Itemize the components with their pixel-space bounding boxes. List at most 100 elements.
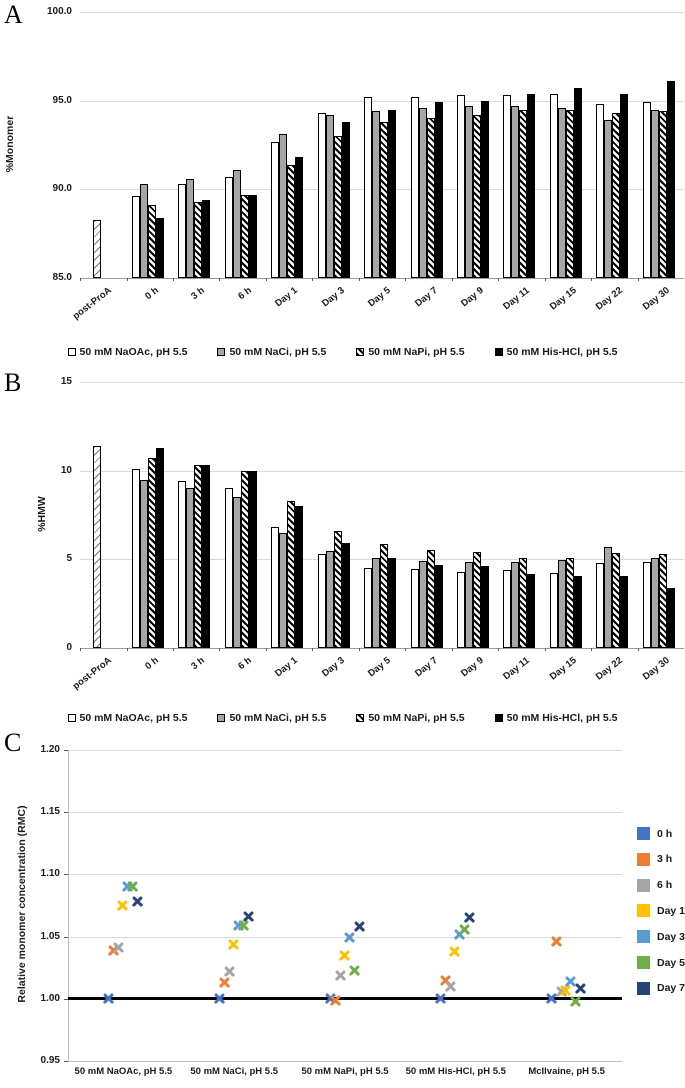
x-axis-tickmark: [358, 278, 360, 281]
scatter-marker: [213, 992, 226, 1005]
x-axis-tickmark: [80, 648, 81, 651]
bar: [464, 562, 473, 648]
bar: [565, 109, 574, 278]
bar: [287, 500, 296, 648]
y-axis-tick-label: 95.0: [52, 94, 72, 106]
bar: [380, 121, 388, 278]
x-axis-tickmark: [451, 278, 453, 281]
y-axis-tick-label: 1.05: [40, 930, 60, 942]
y-axis-tick-label: 0: [66, 642, 72, 653]
legend-label: 50 mM NaPi, pH 5.5: [368, 346, 465, 358]
legend-label: 0 h: [657, 827, 673, 840]
bar: [341, 121, 350, 278]
scatter-marker: [116, 899, 129, 912]
panel-a-y-axis-title: %Monomer: [4, 115, 16, 173]
bar: [573, 88, 582, 278]
bar: [139, 479, 148, 648]
legend-item: 50 mM His-HCl, pH 5.5: [494, 712, 618, 724]
x-axis-tickmark: [219, 278, 221, 281]
legend: 50 mM NaOAc, pH 5.5 50 mM NaCi, pH 5.5 50 …: [0, 712, 685, 724]
y-axis-tick-label: 10: [60, 464, 72, 476]
scatter-marker: [131, 895, 144, 908]
scatter-marker: [353, 920, 366, 933]
bar: [333, 531, 342, 648]
y-axis-tickmark: [64, 874, 68, 876]
bar: [418, 561, 427, 648]
x-axis-tickmark: [498, 278, 500, 281]
bar: [565, 558, 574, 648]
scatter-marker: [569, 995, 582, 1008]
category-label: 50 mM His-HCl, pH 5.5: [405, 1066, 506, 1077]
bar: [372, 111, 380, 278]
bar: [388, 109, 396, 278]
x-axis-tickmark: [544, 648, 546, 651]
x-axis-tickmark: [172, 648, 174, 651]
legend-label: 50 mM NaPi, pH 5.5: [368, 712, 465, 724]
scatter-marker: [434, 992, 447, 1005]
y-axis-tickmark: [64, 750, 68, 751]
bar-post-proa: [93, 219, 102, 278]
bar: [271, 141, 280, 278]
bar: [503, 95, 512, 278]
y-axis-tickmark: [64, 1061, 68, 1062]
x-axis-tickmark: [126, 278, 128, 281]
bar: [658, 111, 667, 278]
bar: [147, 205, 156, 278]
bar: [426, 549, 435, 648]
bar: [511, 106, 520, 278]
x-axis-tickmark: [591, 278, 593, 281]
bar: [650, 109, 659, 278]
bar: [178, 481, 187, 648]
bar: [666, 587, 675, 648]
legend-item: 50 mM NaCi, pH 5.5: [217, 346, 326, 358]
y-axis-tick-label: 1.10: [40, 868, 60, 880]
x-axis-tickmark: [312, 648, 314, 651]
x-axis-tickmark: [451, 648, 453, 651]
x-axis-tickmark: [358, 648, 360, 651]
legend-swatch-icon: [494, 348, 503, 356]
y-axis-tick-label: 90.0: [52, 183, 72, 195]
bar: [604, 120, 613, 278]
category-label: 50 mM NaCi, pH 5.5: [190, 1066, 278, 1077]
gridline: [68, 750, 622, 751]
y-axis-tickmark: [64, 812, 68, 814]
bar: [527, 573, 536, 648]
legend-label: Day 3: [656, 930, 685, 943]
bar: [480, 100, 489, 278]
scatter-marker: [218, 976, 231, 989]
category-label: 50 mM NaOAc, pH 5.5: [74, 1066, 173, 1077]
legend-label: 50 mM NaCi, pH 5.5: [229, 712, 327, 724]
scatter-marker: [550, 935, 563, 948]
x-axis-tickmark: [498, 648, 500, 651]
scatter-marker: [329, 994, 342, 1007]
bar: [410, 569, 419, 648]
scatter-marker: [463, 911, 476, 924]
x-axis-tickmark: [126, 648, 128, 651]
legend-label: Day 1: [656, 904, 685, 917]
legend-item: Day 1: [637, 904, 685, 918]
legend-item: 0 h: [637, 827, 672, 840]
bar: [472, 552, 481, 648]
legend-swatch-icon: [637, 956, 650, 969]
legend-item: 50 mM NaCi, pH 5.5: [217, 712, 326, 724]
y-axis-tickmark: [64, 936, 68, 938]
bar: [519, 109, 528, 278]
bar: [666, 81, 675, 278]
legend-swatch-icon: [637, 852, 650, 866]
bar: [596, 104, 605, 278]
x-axis-tickmark: [172, 278, 174, 281]
legend-label: 50 mM NaOAc, pH 5.5: [79, 712, 188, 724]
legend-label: 6 h: [657, 879, 673, 892]
bar: [511, 562, 520, 648]
legend-item: Day 7: [637, 981, 685, 995]
bar: [549, 572, 558, 648]
bar: [271, 527, 280, 648]
x-axis-tickmark: [80, 278, 81, 281]
x-axis-line: [80, 648, 684, 650]
gridline: [68, 874, 622, 876]
bar: [139, 184, 148, 278]
legend-item: 50 mM NaPi, pH 5.5: [356, 712, 465, 724]
bar: [232, 169, 241, 278]
x-axis-tickmark: [219, 648, 221, 651]
